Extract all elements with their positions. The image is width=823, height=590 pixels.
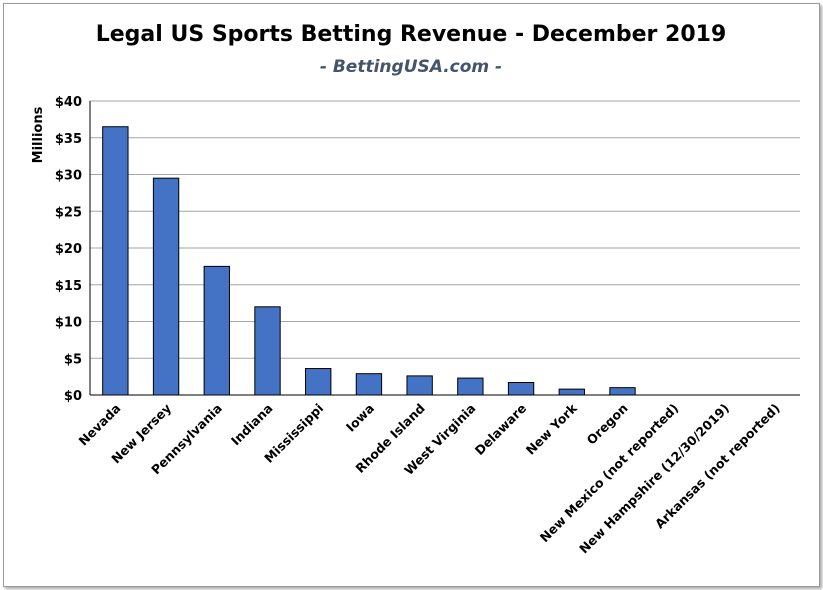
y-tick-label: $25	[55, 205, 82, 220]
x-category-label: Indiana	[228, 401, 276, 449]
y-axis-tick-labels: $0 $5 $10 $15 $20 $25 $30 $35 $40	[55, 95, 82, 404]
chart-subtitle: - BettingUSA.com -	[320, 57, 502, 77]
bar	[102, 126, 129, 396]
chart-title: Legal US Sports Betting Revenue - Decemb…	[96, 22, 727, 47]
y-tick-label: $35	[55, 132, 82, 147]
y-tick-label: $10	[55, 316, 82, 331]
y-tick-label: $15	[55, 279, 82, 294]
bar	[254, 306, 281, 396]
x-category-label: Oregon	[583, 401, 630, 448]
x-category-label: Iowa	[343, 401, 377, 435]
y-tick-label: $0	[64, 389, 82, 404]
y-tick-label: $5	[64, 352, 82, 367]
bar	[152, 177, 180, 396]
chart-frame	[3, 3, 820, 587]
y-tick-label: $40	[55, 95, 82, 110]
bar	[203, 265, 230, 396]
y-axis-title: Millions	[31, 106, 46, 163]
x-category-label: Delaware	[472, 401, 529, 458]
bar	[406, 375, 433, 396]
bar	[507, 382, 535, 396]
bar	[355, 373, 383, 396]
x-category-label: New York	[523, 400, 581, 458]
bar	[457, 377, 484, 396]
gridlines	[90, 100, 800, 359]
bar	[305, 368, 332, 396]
bars	[102, 126, 636, 396]
x-category-label: Nevada	[75, 401, 123, 449]
bar	[609, 387, 636, 396]
bar	[558, 388, 585, 396]
y-tick-label: $20	[55, 242, 82, 257]
y-tick-label: $30	[55, 169, 82, 184]
